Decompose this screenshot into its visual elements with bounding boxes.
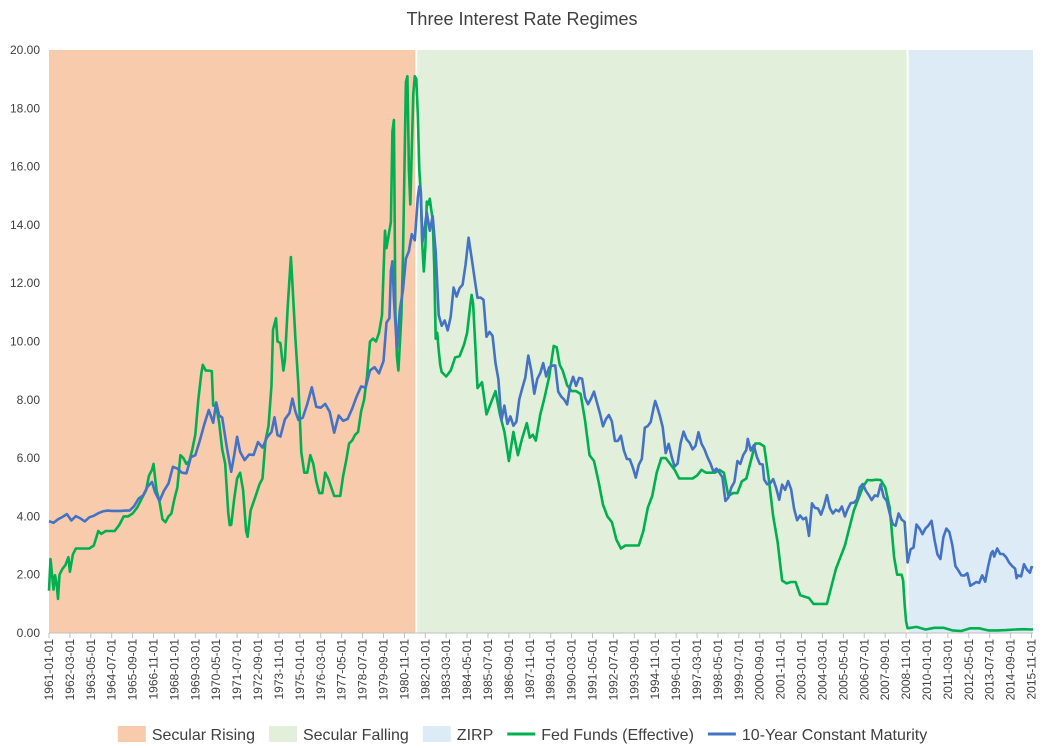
legend-label-3: ZIRP [457, 727, 493, 744]
y-tick-label: 6.00 [17, 451, 41, 465]
y-tick-label: 14.00 [10, 218, 40, 232]
x-tick-label: 2008-11-01 [899, 639, 913, 700]
x-tick-label: 1992-07-01 [606, 639, 620, 701]
x-tick-label: 1994-11-01 [648, 639, 662, 700]
x-tick-label: 1968-01-01 [167, 639, 181, 701]
x-tick-label: 1961-01-01 [42, 639, 56, 701]
legend: Secular Rising Secular Falling ZIRP Fed Fun… [117, 726, 927, 744]
x-tick-label: 1975-01-01 [293, 639, 307, 701]
x-tick-label: 1986-09-01 [502, 639, 516, 701]
x-tick-label: 1966-11-01 [147, 639, 161, 700]
x-tick-label: 1997-03-01 [690, 639, 704, 701]
x-tick-label: 1972-09-01 [251, 639, 265, 701]
y-tick-label: 2.00 [17, 568, 41, 582]
y-tick-label: 20.00 [10, 43, 40, 57]
x-tick-label: 1996-01-01 [669, 639, 683, 701]
x-tick-label: 1977-05-01 [335, 639, 349, 701]
legend-swatch-2 [268, 726, 297, 742]
x-tick-label: 2015-11-01 [1025, 639, 1039, 700]
regime-band-2 [416, 50, 908, 633]
regime-band-1 [49, 50, 417, 633]
x-tick-label: 1965-09-01 [126, 639, 140, 701]
legend-label-4: Fed Funds (Effective) [541, 727, 694, 744]
x-tick-label: 1985-07-01 [481, 639, 495, 701]
x-tick-label: 1962-03-01 [63, 639, 77, 701]
y-tick-label: 4.00 [17, 509, 41, 523]
legend-swatch-3 [422, 726, 451, 742]
regime-band-3 [907, 50, 1033, 633]
x-tick-label: 1976-03-01 [314, 639, 328, 701]
x-tick-label: 2000-09-01 [753, 639, 767, 701]
x-tick-label: 1991-05-01 [586, 639, 600, 701]
series-line-2 [48, 185, 1034, 588]
x-tick-label: 1971-07-01 [230, 639, 244, 701]
x-tick-label: 1963-05-01 [84, 639, 98, 701]
x-tick-label: 1982-01-01 [418, 639, 432, 701]
x-tick-label: 2013-07-01 [983, 639, 997, 701]
x-tick-label: 1978-07-01 [356, 639, 370, 701]
axes: 0.00 2.00 4.00 6.00 8.00 10.00 12.00 14.00 16.00… [10, 43, 1039, 700]
legend-label-5: 10-Year Constant Maturity [742, 727, 927, 744]
x-tick-label: 1999-07-01 [732, 639, 746, 701]
y-tick-label: 0.00 [17, 626, 41, 640]
x-tick-label: 2011-03-01 [941, 639, 955, 700]
legend-label-2: Secular Falling [303, 727, 409, 744]
chart-title: Three Interest Rate Regimes [406, 9, 637, 29]
y-tick-label: 12.00 [10, 276, 40, 290]
x-tick-label: 1993-09-01 [627, 639, 641, 701]
y-tick-label: 10.00 [10, 335, 40, 349]
x-tick-label: 1987-11-01 [523, 639, 537, 700]
x-tick-label: 1998-05-01 [711, 639, 725, 701]
x-tick-label: 1969-03-01 [188, 639, 202, 701]
x-tick-label: 2010-01-01 [920, 639, 934, 701]
x-tick-label: 1973-11-01 [272, 639, 286, 700]
x-tick-label: 2012-05-01 [962, 639, 976, 701]
x-tick-label: 1970-05-01 [209, 639, 223, 701]
legend-label-1: Secular Rising [152, 727, 255, 744]
x-tick-label: 2014-09-01 [1004, 639, 1018, 701]
y-tick-label: 16.00 [10, 160, 40, 174]
series-line-1 [47, 74, 1034, 633]
x-tick-label: 2001-11-01 [774, 639, 788, 700]
x-tick-label: 1980-11-01 [397, 639, 411, 700]
x-tick-label: 2004-03-01 [815, 639, 829, 701]
x-tick-label: 1989-01-01 [544, 639, 558, 701]
x-tick-label: 2007-09-01 [878, 639, 892, 701]
x-tick-label: 1979-09-01 [376, 639, 390, 701]
x-tick-label: 2003-01-01 [795, 639, 809, 701]
regime-bands [49, 50, 1033, 633]
x-tick-label: 1990-03-01 [565, 639, 579, 701]
y-tick-label: 8.00 [17, 393, 41, 407]
x-tick-label: 2006-07-01 [857, 639, 871, 701]
x-tick-label: 1964-07-01 [105, 639, 119, 701]
x-tick-label: 1984-05-01 [460, 639, 474, 701]
series-lines [47, 74, 1034, 633]
x-tick-label: 2005-05-01 [836, 639, 850, 701]
x-tick-label: 1983-03-01 [439, 639, 453, 701]
y-tick-label: 18.00 [10, 101, 40, 115]
legend-swatch-1 [117, 726, 146, 742]
